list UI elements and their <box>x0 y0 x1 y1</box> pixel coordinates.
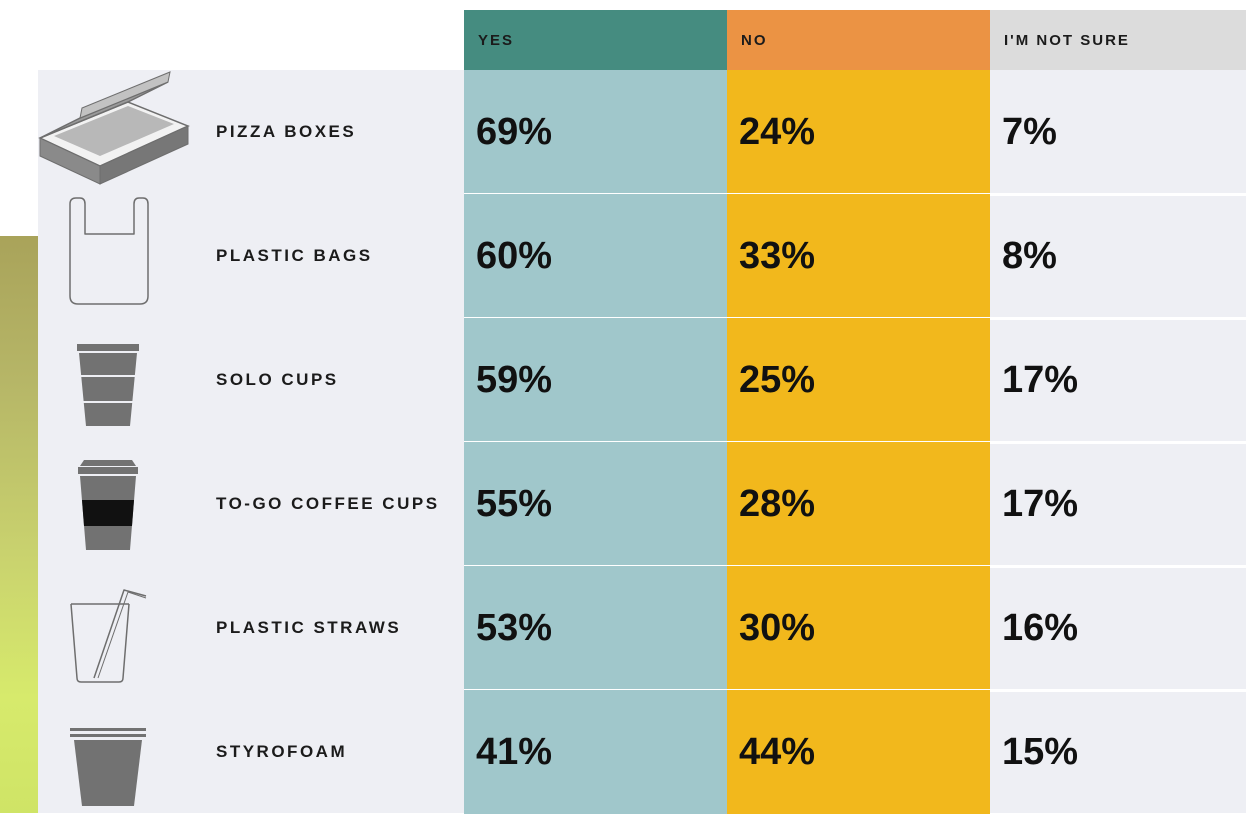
column-header-yes-label: YES <box>478 32 515 49</box>
column-header-not-sure-label: I'M NOT SURE <box>1004 32 1130 49</box>
cell-not-sure-value: 17% <box>1002 482 1079 525</box>
row-label: TO-GO COFFEE CUPS <box>216 493 440 513</box>
column-header-no-label: NO <box>741 32 768 49</box>
table-row-plastic-bags: PLASTIC BAGS 60% 33% 8% <box>38 194 1246 318</box>
styrofoam-cup-icon <box>38 690 198 814</box>
table-row-styrofoam: STYROFOAM 41% 44% 15% <box>38 690 1246 814</box>
cell-not-sure: 8% <box>990 194 1246 318</box>
cell-not-sure: 7% <box>990 70 1246 194</box>
plastic-bag-icon <box>38 194 198 318</box>
cell-not-sure: 15% <box>990 690 1246 814</box>
cell-yes-value: 69% <box>476 110 553 153</box>
cell-not-sure-value: 8% <box>1002 234 1057 277</box>
cell-no-value: 25% <box>739 358 816 401</box>
column-header-yes: YES <box>464 10 727 70</box>
row-label: PLASTIC BAGS <box>216 245 373 265</box>
cell-no: 44% <box>727 690 990 814</box>
row-label: STYROFOAM <box>216 741 348 761</box>
cell-not-sure-value: 16% <box>1002 606 1079 649</box>
cell-yes-value: 59% <box>476 358 553 401</box>
cell-no: 24% <box>727 70 990 194</box>
cell-not-sure-value: 17% <box>1002 358 1079 401</box>
cell-no: 28% <box>727 442 990 566</box>
row-label: PIZZA BOXES <box>216 121 357 141</box>
table-row-plastic-straws: PLASTIC STRAWS 53% 30% 16% <box>38 566 1246 690</box>
cell-yes: 69% <box>464 70 727 194</box>
cell-no-value: 33% <box>739 234 816 277</box>
cell-no-value: 28% <box>739 482 816 525</box>
cell-yes: 60% <box>464 194 727 318</box>
table-row-coffee-cups: TO-GO COFFEE CUPS 55% 28% 17% <box>38 442 1246 566</box>
cell-no: 25% <box>727 318 990 442</box>
pizza-box-icon <box>38 70 198 194</box>
table-row-pizza-boxes: PIZZA BOXES 69% 24% 7% <box>38 70 1246 194</box>
cell-no: 30% <box>727 566 990 690</box>
cell-not-sure: 17% <box>990 318 1246 442</box>
cell-no-value: 44% <box>739 730 816 773</box>
cell-not-sure-value: 15% <box>1002 730 1079 773</box>
column-header-not-sure: I'M NOT SURE <box>990 10 1246 70</box>
row-label: PLASTIC STRAWS <box>216 617 402 637</box>
coffee-cup-icon <box>38 442 198 566</box>
solo-cup-icon <box>38 318 198 442</box>
cell-yes: 53% <box>464 566 727 690</box>
column-header-no: NO <box>727 10 990 70</box>
cell-yes-value: 55% <box>476 482 553 525</box>
cell-yes-value: 53% <box>476 606 553 649</box>
cell-not-sure-value: 7% <box>1002 110 1057 153</box>
cell-yes: 59% <box>464 318 727 442</box>
cell-not-sure: 17% <box>990 442 1246 566</box>
cell-yes-value: 41% <box>476 730 553 773</box>
background-photo <box>0 236 40 813</box>
cell-not-sure: 16% <box>990 566 1246 690</box>
cell-no-value: 24% <box>739 110 816 153</box>
cell-yes: 41% <box>464 690 727 814</box>
cell-yes: 55% <box>464 442 727 566</box>
table-row-solo-cups: SOLO CUPS 59% 25% 17% <box>38 318 1246 442</box>
straw-cup-icon <box>38 566 198 690</box>
cell-yes-value: 60% <box>476 234 553 277</box>
cell-no: 33% <box>727 194 990 318</box>
cell-no-value: 30% <box>739 606 816 649</box>
row-label: SOLO CUPS <box>216 369 339 389</box>
